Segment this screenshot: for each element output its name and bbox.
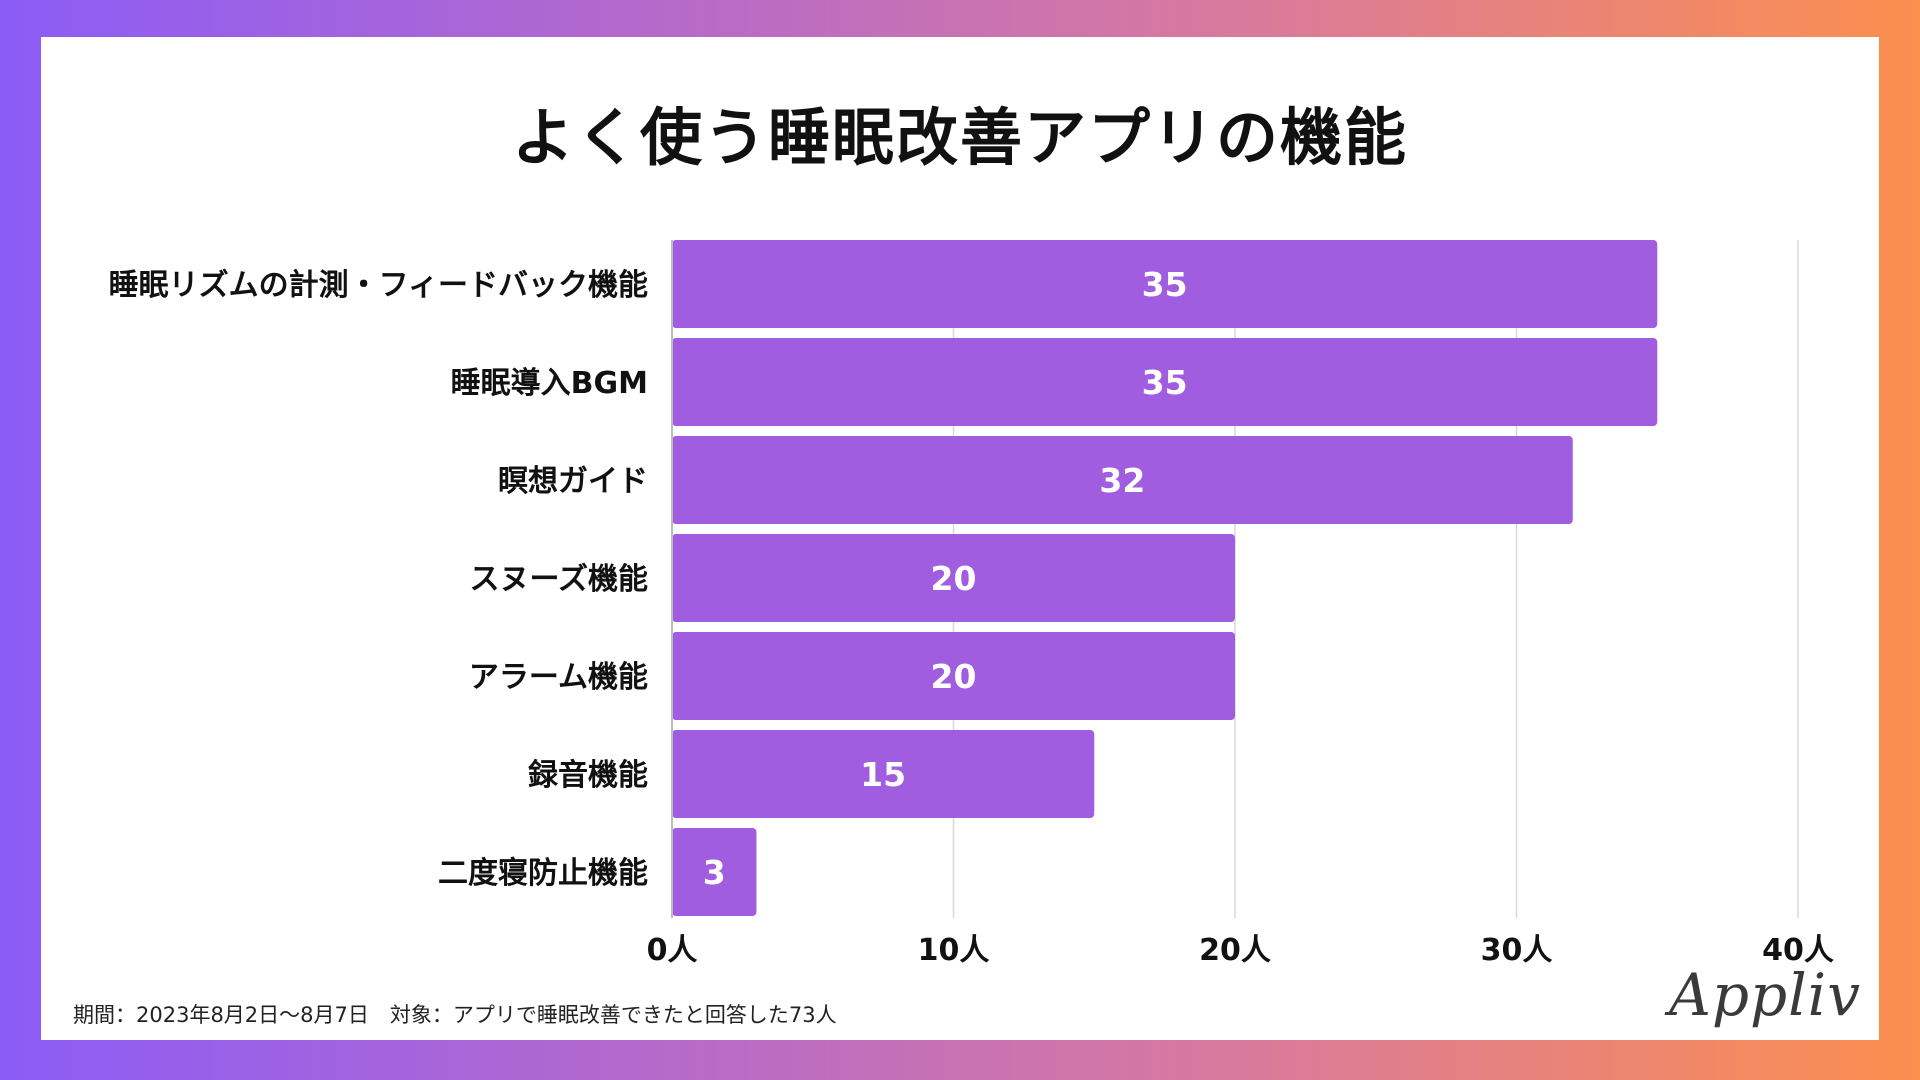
- appliv-logo: Appliv: [1668, 961, 1861, 1029]
- category-label-2: 瞑想ガイド: [498, 464, 648, 499]
- bar-3: [672, 534, 1235, 622]
- category-label-3: スヌーズ機能: [470, 562, 649, 597]
- tick-label-3: 30人: [1481, 933, 1553, 968]
- value-label-2: 32: [1099, 461, 1145, 500]
- value-label-1: 35: [1142, 363, 1188, 402]
- value-label-4: 20: [931, 657, 977, 696]
- bar-1: [672, 338, 1658, 426]
- footnote: 期間：2023年8月2日〜8月7日 対象：アプリで睡眠改善できたと回答した73人: [73, 1003, 837, 1027]
- category-label-5: 録音機能: [528, 758, 648, 793]
- value-label-6: 3: [703, 853, 726, 892]
- tick-label-0: 0人: [647, 933, 698, 968]
- bar-5: [672, 730, 1095, 818]
- value-label-0: 35: [1142, 265, 1188, 304]
- category-label-0: 睡眠リズムの計測・フィードバック機能: [109, 268, 648, 303]
- bar-2: [672, 436, 1573, 524]
- chart-title: よく使う睡眠改善アプリの機能: [511, 101, 1408, 174]
- category-label-1: 睡眠導入BGM: [451, 366, 648, 401]
- tick-label-4: 40人: [1762, 933, 1834, 968]
- bar-0: [672, 240, 1658, 328]
- value-label-3: 20: [931, 559, 977, 598]
- bar-6: [672, 828, 757, 916]
- tick-label-1: 10人: [918, 933, 990, 968]
- chart-card: よく使う睡眠改善アプリの機能 睡眠リズムの計測・フィードバック機能 35 睡眠導入B…: [41, 37, 1879, 1040]
- category-label-6: 二度寝防止機能: [438, 856, 648, 891]
- value-label-5: 15: [860, 755, 906, 794]
- category-label-4: アラーム機能: [469, 660, 648, 695]
- bar-chart: 睡眠リズムの計測・フィードバック機能 35 睡眠導入BGM 35 瞑想ガイド 32 スヌーズ…: [109, 240, 1834, 968]
- tick-label-2: 20人: [1199, 933, 1271, 968]
- bar-4: [672, 632, 1235, 720]
